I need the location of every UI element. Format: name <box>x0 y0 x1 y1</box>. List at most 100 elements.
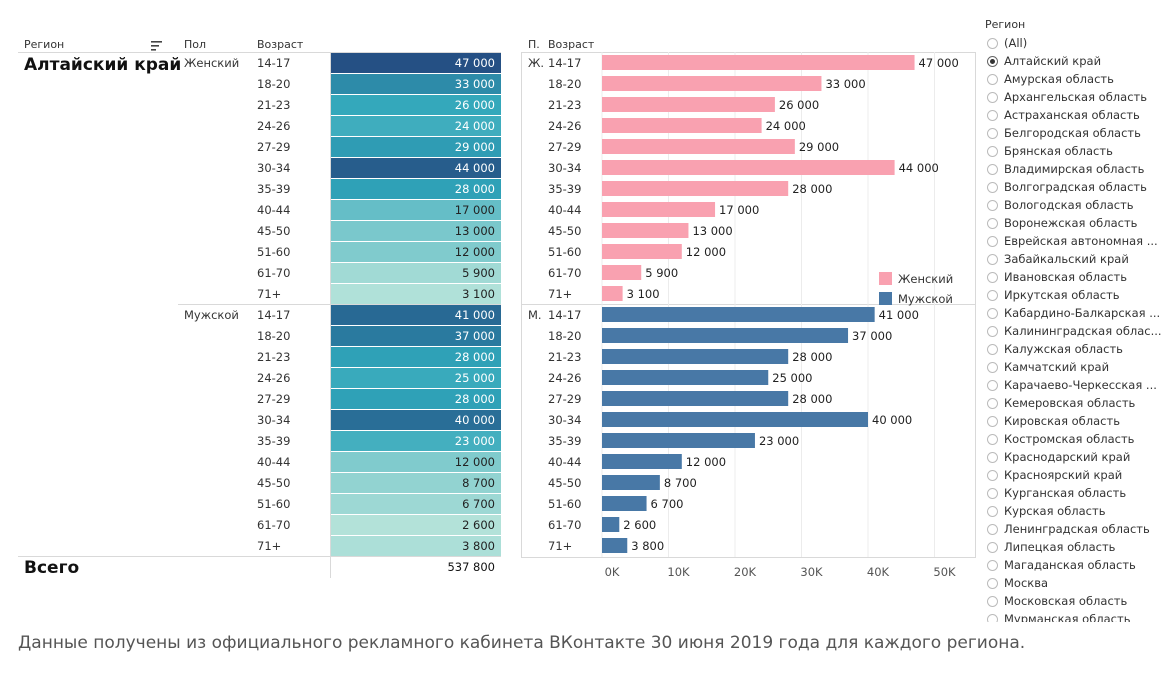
region-option[interactable]: Забайкальский край <box>987 250 1129 268</box>
radio-icon[interactable] <box>987 110 998 121</box>
heatmap-cell: 12 000 <box>331 242 501 262</box>
radio-icon[interactable] <box>987 362 998 373</box>
radio-icon[interactable] <box>987 92 998 103</box>
heatmap-cell: 47 000 <box>331 53 501 73</box>
region-option[interactable]: Костромская область <box>987 430 1134 448</box>
region-option[interactable]: Белгородская область <box>987 124 1141 142</box>
region-option[interactable]: Красноярский край <box>987 466 1122 484</box>
bar-age-label: 30-34 <box>548 413 581 427</box>
region-option[interactable]: Астраханская область <box>987 106 1140 124</box>
radio-icon[interactable] <box>987 236 998 247</box>
table-age-label: 40-44 <box>257 203 291 217</box>
region-option[interactable]: Брянская область <box>987 142 1113 160</box>
region-option[interactable]: Липецкая область <box>987 538 1115 556</box>
radio-icon[interactable] <box>987 560 998 571</box>
radio-icon[interactable] <box>987 146 998 157</box>
table-age-label: 40-44 <box>257 455 291 469</box>
legend-female-swatch <box>879 272 892 285</box>
region-option[interactable]: Кировская область <box>987 412 1120 430</box>
region-option[interactable]: Московская область <box>987 592 1127 610</box>
region-option-label: Архангельская область <box>1004 90 1147 104</box>
table-age-label: 18-20 <box>257 329 291 343</box>
radio-icon[interactable] <box>987 524 998 535</box>
region-option[interactable]: Ленинградская область <box>987 520 1150 538</box>
region-option[interactable]: Магаданская область <box>987 556 1136 574</box>
region-option[interactable]: Алтайский край <box>987 52 1101 70</box>
radio-icon[interactable] <box>987 470 998 481</box>
bars-sex-short-male: М. <box>528 308 542 322</box>
bar-male <box>602 391 789 406</box>
radio-icon[interactable] <box>987 452 998 463</box>
region-option[interactable]: Еврейская автономная ... <box>987 232 1158 250</box>
region-option[interactable]: Камчатский край <box>987 358 1109 376</box>
region-option[interactable]: Калужская область <box>987 340 1123 358</box>
radio-icon[interactable] <box>987 272 998 283</box>
region-option[interactable]: Ивановская область <box>987 268 1127 286</box>
bar-value-label: 3 100 <box>627 287 660 301</box>
radio-icon[interactable] <box>987 200 998 211</box>
region-option-label: Калужская область <box>1004 342 1123 356</box>
radio-icon[interactable] <box>987 254 998 265</box>
region-option-label: Воронежская область <box>1004 216 1138 230</box>
radio-icon[interactable] <box>987 614 998 622</box>
sort-icon[interactable] <box>151 37 163 51</box>
radio-icon[interactable] <box>987 488 998 499</box>
region-filter-list[interactable]: (All) Алтайский край Амурская область Архан… <box>0 0 1171 622</box>
region-option[interactable]: Архангельская область <box>987 88 1147 106</box>
radio-icon[interactable] <box>987 308 998 319</box>
bar-male <box>602 349 789 364</box>
radio-icon[interactable] <box>987 56 998 67</box>
region-option[interactable]: Курганская область <box>987 484 1126 502</box>
table-age-label: 51-60 <box>257 497 291 511</box>
region-option-label: Ленинградская область <box>1004 522 1150 536</box>
bar-male <box>602 496 647 511</box>
radio-icon[interactable] <box>987 434 998 445</box>
radio-icon[interactable] <box>987 182 998 193</box>
radio-icon[interactable] <box>987 542 998 553</box>
radio-icon[interactable] <box>987 398 998 409</box>
table-divider <box>330 52 331 578</box>
radio-icon[interactable] <box>987 344 998 355</box>
radio-icon[interactable] <box>987 74 998 85</box>
radio-icon[interactable] <box>987 380 998 391</box>
region-option[interactable]: Курская область <box>987 502 1105 520</box>
region-option[interactable]: Москва <box>987 574 1048 592</box>
radio-icon[interactable] <box>987 164 998 175</box>
region-option[interactable]: Карачаево-Черкесская ... <box>987 376 1157 394</box>
bar-female <box>602 202 716 217</box>
region-option[interactable]: Амурская область <box>987 70 1114 88</box>
region-option[interactable]: Вологодская область <box>987 196 1134 214</box>
bar-value-label: 29 000 <box>799 140 839 154</box>
region-option[interactable]: Мурманская область <box>987 610 1130 622</box>
radio-icon[interactable] <box>987 38 998 49</box>
region-option[interactable]: Воронежская область <box>987 214 1137 232</box>
radio-icon[interactable] <box>987 506 998 517</box>
region-option[interactable]: Краснодарский край <box>987 448 1130 466</box>
bar-male <box>602 307 875 322</box>
region-option[interactable]: Кабардино-Балкарская ... <box>987 304 1160 322</box>
table-age-label: 24-26 <box>257 371 291 385</box>
radio-icon[interactable] <box>987 290 998 301</box>
radio-icon[interactable] <box>987 578 998 589</box>
total-label: Всего <box>24 558 80 578</box>
bars-header-age: Возраст <box>548 38 595 51</box>
legend-male-swatch <box>879 292 892 305</box>
radio-icon[interactable] <box>987 128 998 139</box>
radio-icon[interactable] <box>987 218 998 229</box>
region-option[interactable]: (All) <box>987 34 1027 52</box>
region-option[interactable]: Иркутская область <box>987 286 1120 304</box>
table-age-label: 51-60 <box>257 245 291 259</box>
bar-age-label: 21-23 <box>548 350 581 364</box>
region-option[interactable]: Калининградская облас... <box>987 322 1162 340</box>
radio-icon[interactable] <box>987 596 998 607</box>
bar-age-label: 45-50 <box>548 224 581 238</box>
region-option[interactable]: Кемеровская область <box>987 394 1135 412</box>
heatmap-cell: 17 000 <box>331 200 501 220</box>
radio-icon[interactable] <box>987 326 998 337</box>
bar-age-label: 30-34 <box>548 161 581 175</box>
radio-icon[interactable] <box>987 416 998 427</box>
region-option[interactable]: Волгоградская область <box>987 178 1147 196</box>
region-option[interactable]: Владимирская область <box>987 160 1144 178</box>
region-option-label: Липецкая область <box>1004 540 1116 554</box>
total-rule <box>18 556 501 557</box>
